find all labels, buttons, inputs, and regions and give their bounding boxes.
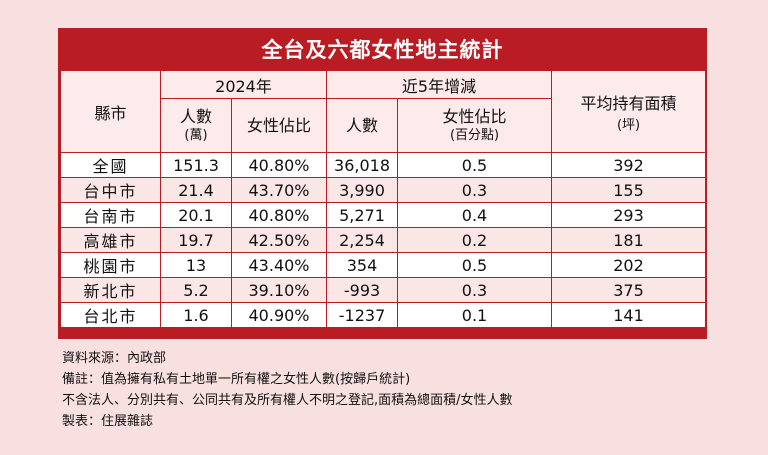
cell-avg-area: 181 — [551, 227, 707, 253]
cell-ratio: 40.80% — [230, 202, 328, 228]
cell-people: 21.4 — [160, 177, 232, 203]
header-people: 人數 (萬) — [160, 98, 232, 153]
note-remark: 備註：值為擁有私有土地單一所有權之女性人數(按歸戶統計) — [62, 372, 411, 387]
cell-change-people: -1237 — [326, 302, 399, 328]
cell-avg-area: 141 — [551, 302, 707, 328]
cell-city: 台北市 — [60, 302, 161, 328]
table-row: 台南市 20.1 40.80% 5,271 0.4 293 — [60, 202, 707, 228]
cell-change-ratio: 0.1 — [397, 302, 553, 328]
cell-change-ratio: 0.5 — [397, 152, 553, 178]
cell-city: 新北市 — [60, 277, 161, 303]
table-title: 全台及六都女性地主統計 — [261, 38, 504, 62]
cell-city: 台中市 — [60, 177, 161, 203]
cell-people: 151.3 — [160, 152, 232, 178]
stats-table-panel: 全台及六都女性地主統計 縣市 2024年 近5年增減 平均持有面積 (坪) 人數… — [58, 28, 707, 339]
cell-change-people: 3,990 — [326, 177, 399, 203]
cell-city: 桃園市 — [60, 252, 161, 278]
header-change-ratio-label: 女性佔比 — [442, 106, 507, 126]
cell-change-people: -993 — [326, 277, 399, 303]
header-people-label: 人數 — [179, 106, 212, 126]
cell-change-ratio: 0.5 — [397, 252, 553, 278]
cell-city: 高雄市 — [60, 227, 161, 253]
cell-change-people: 2,254 — [326, 227, 399, 253]
cell-ratio: 42.50% — [230, 227, 328, 253]
cell-avg-area: 392 — [551, 152, 707, 178]
cell-avg-area: 293 — [551, 202, 707, 228]
cell-city: 台南市 — [60, 202, 161, 228]
cell-ratio: 40.80% — [230, 152, 328, 178]
header-change-people: 人數 — [326, 98, 399, 153]
cell-avg-area: 155 — [551, 177, 707, 203]
note-exclusion: 不含法人、分別共有、公同共有及所有權人不明之登記,面積為總面積/女性人數 — [62, 393, 513, 408]
header-change-ratio: 女性佔比 (百分點) — [397, 98, 553, 153]
cell-people: 13 — [160, 252, 232, 278]
cell-change-ratio: 0.3 — [397, 177, 553, 203]
table-row: 高雄市 19.7 42.50% 2,254 0.2 181 — [60, 227, 707, 253]
cell-people: 19.7 — [160, 227, 232, 253]
stats-table: 縣市 2024年 近5年增減 平均持有面積 (坪) 人數 (萬) 女性佔比 人數… — [60, 70, 707, 328]
header-city: 縣市 — [60, 70, 161, 153]
cell-change-ratio: 0.3 — [397, 277, 553, 303]
table-row: 桃園市 13 43.40% 354 0.5 202 — [60, 252, 707, 278]
cell-change-people: 5,271 — [326, 202, 399, 228]
header-avg-area-label: 平均持有面積 — [580, 94, 677, 113]
cell-change-ratio: 0.2 — [397, 227, 553, 253]
header-year-group: 2024年 — [159, 70, 328, 99]
cell-people: 20.1 — [160, 202, 232, 228]
cell-change-ratio: 0.4 — [397, 202, 553, 228]
cell-ratio: 39.10% — [230, 277, 328, 303]
table-row: 全國 151.3 40.80% 36,018 0.5 392 — [60, 152, 707, 178]
cell-ratio: 43.70% — [230, 177, 328, 203]
cell-change-people: 354 — [326, 252, 399, 278]
header-avg-area-unit: (坪) — [616, 118, 641, 133]
note-maker: 製表：住展雜誌 — [62, 414, 154, 429]
header-change-ratio-unit: (百分點) — [449, 127, 500, 143]
header-people-unit: (萬) — [184, 127, 208, 143]
header-female-ratio: 女性佔比 — [230, 98, 328, 153]
cell-people: 5.2 — [160, 277, 232, 303]
cell-avg-area: 375 — [551, 277, 707, 303]
table-row: 台北市 1.6 40.90% -1237 0.1 141 — [60, 302, 707, 328]
header-change-group: 近5年增減 — [326, 70, 553, 99]
note-source: 資料來源：內政部 — [62, 351, 167, 366]
cell-ratio: 43.40% — [230, 252, 328, 278]
cell-people: 1.6 — [160, 302, 232, 328]
cell-change-people: 36,018 — [326, 152, 399, 178]
header-avg-area: 平均持有面積 (坪) — [551, 70, 707, 153]
cell-ratio: 40.90% — [230, 302, 328, 328]
cell-avg-area: 202 — [551, 252, 707, 278]
table-row: 台中市 21.4 43.70% 3,990 0.3 155 — [60, 177, 707, 203]
cell-city: 全國 — [60, 152, 161, 178]
footnotes: 資料來源：內政部 備註：值為擁有私有土地單一所有權之女性人數(按歸戶統計) 不含… — [62, 348, 513, 432]
table-row: 新北市 5.2 39.10% -993 0.3 375 — [60, 277, 707, 303]
